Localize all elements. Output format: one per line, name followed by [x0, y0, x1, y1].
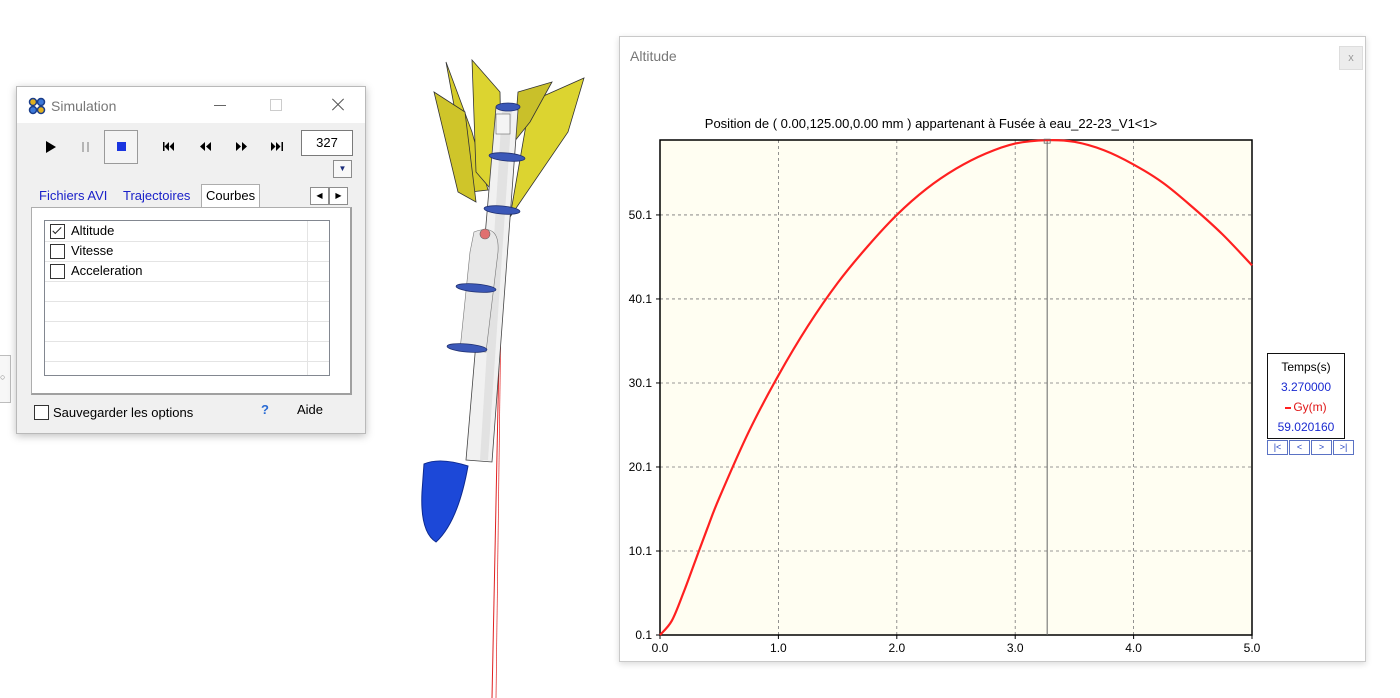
- rocket-3d-view[interactable]: [410, 52, 595, 698]
- y-tick-label: 50.1: [629, 208, 653, 222]
- fast-forward-icon: [235, 142, 247, 151]
- legend-navigation: |< < > >|: [1267, 438, 1355, 455]
- chart-title: Position de ( 0.00,125.00,0.00 mm ) appa…: [705, 116, 1157, 131]
- y-tick-label: 30.1: [629, 376, 653, 390]
- rocket-body: [446, 102, 526, 463]
- list-item-label: Altitude: [71, 223, 115, 238]
- list-item-empty: [45, 341, 329, 362]
- list-item-acceleration[interactable]: Acceleration: [45, 261, 329, 282]
- rocket-fins: [433, 58, 585, 218]
- chevron-down-icon: ▼: [338, 164, 347, 173]
- altitude-chart[interactable]: Position de ( 0.00,125.00,0.00 mm ) appa…: [621, 73, 1364, 660]
- x-tick-label: 5.0: [1244, 641, 1261, 655]
- frame-counter[interactable]: 327: [301, 130, 353, 156]
- courbes-panel: Altitude Vitesse Acceleration: [31, 207, 352, 395]
- skip-start-icon: [163, 142, 174, 151]
- chart-legend: Temps(s) 3.270000 Gy(m) 59.020160: [1267, 353, 1345, 439]
- help-button[interactable]: Aide: [297, 402, 324, 417]
- cursor-marker: [1043, 138, 1051, 144]
- list-column-divider: [307, 221, 308, 375]
- altitude-close-button[interactable]: x: [1339, 46, 1363, 70]
- tab-courbes[interactable]: Courbes: [201, 184, 261, 209]
- skip-end-icon: [271, 142, 283, 151]
- plot-frame: [659, 139, 1253, 636]
- legend-time-header: Temps(s): [1281, 360, 1331, 374]
- list-item-vitesse[interactable]: Vitesse: [45, 241, 329, 262]
- tab-trajectoires[interactable]: Trajectoires: [123, 188, 191, 203]
- frame-dropdown-button[interactable]: ▼: [333, 160, 352, 178]
- vitesse-checkbox[interactable]: [50, 244, 65, 259]
- list-item-empty: [45, 301, 329, 322]
- tab-fichiers-avi[interactable]: Fichiers AVI: [39, 188, 108, 203]
- nav-next-button[interactable]: >: [1311, 440, 1332, 455]
- y-tick-label: 20.1: [629, 460, 653, 474]
- list-item-label: Acceleration: [71, 263, 143, 278]
- series-line: [659, 138, 1253, 636]
- chart-area[interactable]: Position de ( 0.00,125.00,0.00 mm ) appa…: [621, 73, 1364, 660]
- list-item-altitude[interactable]: Altitude: [45, 221, 329, 242]
- legend-series-value: 59.020160: [1277, 420, 1335, 434]
- play-button[interactable]: [36, 132, 66, 162]
- fast-forward-button[interactable]: [226, 132, 256, 162]
- y-tick-label: 10.1: [629, 544, 653, 558]
- x-tick-label: 2.0: [888, 641, 905, 655]
- skip-start-button[interactable]: [154, 132, 184, 162]
- simulation-titlebar[interactable]: Simulation: [17, 87, 365, 123]
- rewind-button[interactable]: [190, 132, 220, 162]
- minimize-button[interactable]: [198, 87, 244, 123]
- curves-list: Altitude Vitesse Acceleration: [44, 220, 330, 376]
- nav-first-button[interactable]: |<: [1267, 440, 1288, 455]
- x-tick-label: 0.0: [652, 641, 669, 655]
- close-button[interactable]: [315, 87, 361, 123]
- rewind-icon: [199, 142, 211, 151]
- simulation-title: Simulation: [51, 98, 117, 114]
- legend-time-value: 3.270000: [1280, 380, 1332, 394]
- tab-scroll-left-icon[interactable]: ◀: [310, 187, 329, 205]
- acceleration-checkbox[interactable]: [50, 264, 65, 279]
- plot-background: [660, 140, 1252, 635]
- altitude-window: Altitude x Position de ( 0.00,125.00,0.0…: [619, 36, 1366, 662]
- x-tick-label: 4.0: [1125, 641, 1142, 655]
- save-options-checkbox[interactable]: [34, 405, 49, 420]
- left-edge-handle[interactable]: ○: [0, 355, 11, 403]
- nav-last-button[interactable]: >|: [1333, 440, 1354, 455]
- stop-icon: [116, 142, 126, 151]
- x-tick-label: 3.0: [1007, 641, 1024, 655]
- nav-prev-button[interactable]: <: [1289, 440, 1310, 455]
- list-item-empty: [45, 321, 329, 342]
- x-tick-label: 1.0: [770, 641, 787, 655]
- simulation-window: Simulation 327 ▼ Fichiers AVI Trajectoir…: [16, 86, 366, 434]
- save-options-label[interactable]: Sauvegarder les options: [53, 405, 194, 420]
- help-icon[interactable]: ?: [261, 402, 269, 417]
- tab-scroll-arrows: ◀ ▶: [310, 186, 348, 205]
- close-icon: x: [1348, 52, 1354, 64]
- y-tick-label: 0.1: [635, 628, 652, 642]
- handle-dot-icon: ○: [0, 372, 6, 382]
- pause-button[interactable]: [71, 132, 101, 162]
- maximize-button[interactable]: [254, 87, 300, 123]
- list-item-label: Vitesse: [71, 243, 114, 258]
- legend-series-name: Gy(m): [1293, 400, 1327, 414]
- legend-series-label: Gy(m): [1268, 400, 1344, 414]
- play-icon: [46, 141, 56, 153]
- legend-swatch: [1285, 406, 1292, 409]
- altitude-checkbox[interactable]: [50, 224, 65, 239]
- tab-scroll-right-icon[interactable]: ▶: [329, 187, 348, 205]
- stop-button[interactable]: [104, 130, 138, 164]
- list-item-empty: [45, 281, 329, 302]
- skip-end-button[interactable]: [262, 132, 292, 162]
- y-tick-label: 40.1: [629, 292, 653, 306]
- altitude-window-title: Altitude: [630, 48, 677, 64]
- app-icon: [28, 97, 46, 115]
- pause-icon: [82, 142, 89, 152]
- rocket-nose-cone: [421, 460, 469, 543]
